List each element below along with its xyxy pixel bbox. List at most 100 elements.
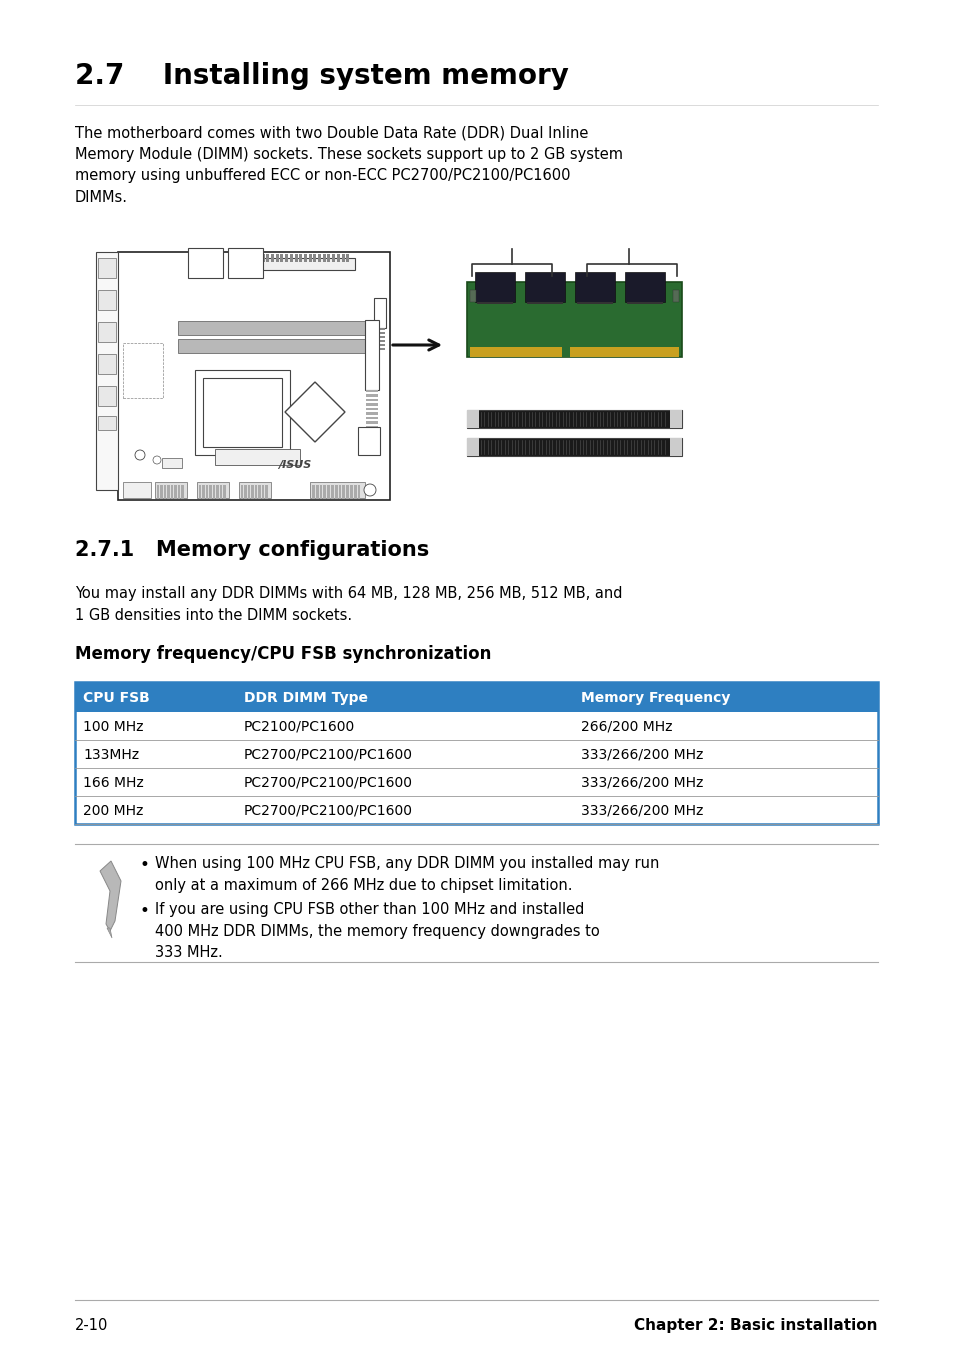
- Circle shape: [364, 484, 375, 496]
- Text: If you are using CPU FSB other than 100 MHz and installed
400 MHz DDR DIMMs, the: If you are using CPU FSB other than 100 …: [154, 902, 599, 961]
- Bar: [335, 485, 337, 499]
- Text: 2-10: 2-10: [75, 1319, 109, 1333]
- Bar: [194, 370, 290, 455]
- Bar: [75, 740, 877, 767]
- Bar: [575, 272, 615, 303]
- Bar: [285, 254, 288, 262]
- Bar: [319, 485, 322, 499]
- Bar: [178, 485, 180, 499]
- Text: You may install any DDR DIMMs with 64 MB, 128 MB, 256 MB, 512 MB, and
1 GB densi: You may install any DDR DIMMs with 64 MB…: [75, 586, 622, 623]
- Text: CPU FSB: CPU FSB: [83, 690, 150, 705]
- Bar: [98, 258, 116, 278]
- Bar: [375, 343, 385, 346]
- Bar: [265, 485, 268, 499]
- Text: 266/200 MHz: 266/200 MHz: [580, 720, 672, 734]
- Bar: [123, 482, 151, 499]
- Bar: [223, 485, 226, 499]
- Text: /ISUS: /ISUS: [278, 459, 312, 470]
- Polygon shape: [107, 928, 112, 938]
- Bar: [188, 249, 223, 278]
- Bar: [467, 438, 478, 457]
- Bar: [252, 485, 253, 499]
- Bar: [467, 409, 681, 428]
- Bar: [341, 254, 344, 262]
- Bar: [210, 485, 212, 499]
- Bar: [317, 254, 321, 262]
- Bar: [214, 449, 299, 465]
- Text: 333/266/200 MHz: 333/266/200 MHz: [580, 775, 702, 790]
- Bar: [366, 394, 377, 396]
- Bar: [327, 254, 330, 262]
- Bar: [98, 290, 116, 309]
- Bar: [178, 322, 373, 335]
- Bar: [258, 485, 261, 499]
- Bar: [366, 449, 377, 450]
- Bar: [327, 485, 330, 499]
- Bar: [350, 485, 353, 499]
- Bar: [275, 254, 278, 262]
- Bar: [96, 253, 118, 490]
- Bar: [290, 254, 293, 262]
- Bar: [171, 485, 173, 499]
- Bar: [375, 327, 385, 330]
- Circle shape: [152, 457, 161, 463]
- Bar: [220, 485, 222, 499]
- Bar: [624, 272, 664, 303]
- Bar: [375, 339, 385, 342]
- Polygon shape: [100, 861, 121, 931]
- Circle shape: [135, 450, 145, 459]
- Bar: [315, 485, 318, 499]
- Bar: [526, 303, 562, 304]
- Bar: [467, 282, 681, 357]
- Text: PC2700/PC2100/PC1600: PC2700/PC2100/PC1600: [243, 748, 412, 762]
- Bar: [366, 430, 377, 432]
- Bar: [98, 322, 116, 342]
- Bar: [346, 485, 349, 499]
- Bar: [162, 458, 182, 467]
- Bar: [336, 254, 339, 262]
- Bar: [241, 485, 243, 499]
- Bar: [206, 485, 209, 499]
- Bar: [123, 343, 163, 399]
- Bar: [271, 254, 274, 262]
- Bar: [312, 485, 314, 499]
- Bar: [323, 485, 326, 499]
- Bar: [669, 438, 681, 457]
- Bar: [178, 339, 373, 353]
- Bar: [304, 254, 307, 262]
- Text: 200 MHz: 200 MHz: [83, 804, 143, 817]
- Bar: [470, 347, 679, 357]
- Bar: [310, 482, 365, 499]
- Bar: [98, 416, 116, 430]
- Text: PC2100/PC1600: PC2100/PC1600: [243, 720, 355, 734]
- Bar: [331, 485, 334, 499]
- Bar: [366, 399, 377, 401]
- Text: DDR DIMM Type: DDR DIMM Type: [243, 690, 367, 705]
- Bar: [75, 682, 877, 824]
- Bar: [154, 482, 187, 499]
- Bar: [366, 422, 377, 423]
- Bar: [196, 482, 229, 499]
- Bar: [75, 712, 877, 740]
- Bar: [475, 272, 515, 303]
- Bar: [294, 254, 297, 262]
- Bar: [98, 386, 116, 407]
- Bar: [338, 485, 341, 499]
- Bar: [322, 254, 326, 262]
- Bar: [476, 303, 513, 304]
- Bar: [160, 485, 163, 499]
- Bar: [561, 347, 569, 357]
- Text: 100 MHz: 100 MHz: [83, 720, 143, 734]
- Text: When using 100 MHz CPU FSB, any DDR DIMM you installed may run
only at a maximum: When using 100 MHz CPU FSB, any DDR DIMM…: [154, 857, 659, 893]
- Text: 333/266/200 MHz: 333/266/200 MHz: [580, 748, 702, 762]
- Text: PC2700/PC2100/PC1600: PC2700/PC2100/PC1600: [243, 804, 412, 817]
- Text: •: •: [140, 857, 150, 874]
- Bar: [672, 290, 679, 303]
- Text: 2.7.1   Memory configurations: 2.7.1 Memory configurations: [75, 540, 429, 561]
- Bar: [366, 439, 377, 442]
- Bar: [314, 254, 316, 262]
- Bar: [354, 485, 356, 499]
- Bar: [375, 331, 385, 334]
- Bar: [164, 485, 167, 499]
- Text: 2.7    Installing system memory: 2.7 Installing system memory: [75, 62, 568, 91]
